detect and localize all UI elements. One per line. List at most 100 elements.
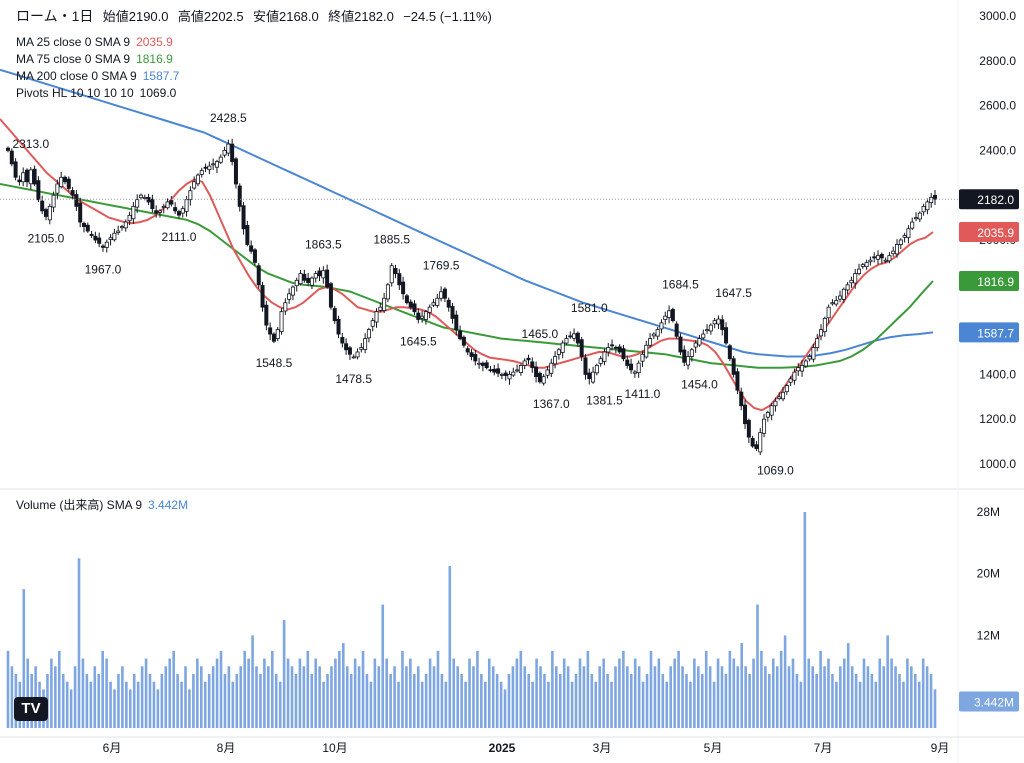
time-tick-label: 9月 [931,741,950,755]
tradingview-logo-icon[interactable]: TV [14,697,48,721]
candle-up [435,297,440,306]
volume-bar [728,650,732,728]
volume-bar [207,674,211,728]
volume-bar [298,658,302,728]
volume-bar [854,674,858,728]
time-tick-label: 3月 [593,741,612,755]
candle-up [564,338,569,344]
candle-up [777,396,782,399]
candle-down [70,190,75,196]
volume-bar [476,650,479,728]
volume-tick-label: 28M [977,505,1000,519]
candle-up [511,371,516,376]
price-tag-label: 2182.0 [977,193,1014,207]
candle-up [598,358,603,364]
volume-bar [925,666,929,728]
time-tick-label: 10月 [322,741,347,755]
candle-up [853,273,858,284]
volume-bar [487,658,491,728]
candle-up [815,338,820,348]
candle-down [97,237,102,244]
candle-down [325,269,330,288]
candle-up [788,378,793,383]
price-tick-label: 3000.0 [979,9,1016,23]
volume-bar [393,666,396,728]
volume-bar [318,666,321,728]
candle-up [165,201,170,209]
candle-up [439,291,444,299]
volume-bar [574,674,578,728]
candle-down [340,337,345,344]
candle-up [784,385,789,393]
volume-legend[interactable]: Volume (出来高) SMA 9 3.442M [16,497,194,514]
candle-down [74,194,79,207]
candle-down [446,299,451,308]
volume-bar [196,658,199,728]
volume-bar [349,674,353,728]
candle-down [13,161,18,178]
volume-bar [716,658,720,728]
candle-up [366,329,371,339]
candle-up [131,205,136,220]
candle-down [412,303,417,313]
volume-bar [527,674,530,728]
volume-bar [760,650,763,728]
pivot-label: 1684.5 [662,278,699,292]
candle-down [735,371,740,391]
pivot-label: 1465.0 [522,327,559,341]
price-tick-label: 1200.0 [979,412,1016,426]
candle-up [389,265,394,284]
volume-bar [614,666,617,728]
indicator-ma200[interactable]: MA 200 close 0 SMA 9 1587.7 [16,69,180,83]
volume-bar [231,681,235,728]
candle-up [602,351,607,362]
volume-bar [842,658,846,728]
indicator-pivots[interactable]: Pivots HL 10 10 10 10 1069.0 [16,86,177,100]
volume-tag [959,691,1019,712]
candle-down [32,168,37,185]
pivot-label: 1069.0 [757,464,794,478]
candle-up [803,360,808,367]
volume-bar [929,674,933,728]
volume-bar [456,666,459,728]
candle-up [123,221,128,229]
volume-bar [594,681,598,728]
candle-down [17,179,22,183]
candle-up [192,181,197,189]
price-tag-ma25 [959,221,1019,242]
candle-up [902,235,907,238]
volume-bar [389,674,392,728]
volume-bar [424,674,428,728]
volume-bar [263,658,266,728]
volume-bar [744,666,747,728]
symbol-title[interactable]: ローム・1日 [16,8,94,24]
volume-bar [278,681,282,728]
volume-bar [128,689,132,728]
volume-bar [823,666,826,728]
volume-bar [649,650,653,728]
volume-bar [357,666,361,728]
indicator-ma75[interactable]: MA 75 close 0 SMA 9 1816.9 [16,52,173,66]
candle-up [127,214,132,222]
volume-bar [819,650,822,728]
candle-up [667,310,672,318]
indicator-ma25[interactable]: MA 25 close 0 SMA 9 2035.9 [16,35,173,49]
candle-down [150,198,155,210]
volume-bar [365,674,369,728]
volume-bar [519,650,523,728]
candle-up [636,362,641,374]
candle-down [252,249,257,263]
pivot-label: 2428.5 [210,111,247,125]
volume-bar [227,666,231,728]
candle-up [898,239,903,245]
candle-up [648,338,653,346]
volume-bar [310,674,314,728]
pivot-label: 1454.0 [681,377,718,391]
volume-bar [921,658,925,728]
candle-down [6,147,11,151]
candle-up [298,273,303,285]
candle-down [85,224,90,232]
volume-bar [444,681,448,728]
volume-bar [180,681,183,728]
